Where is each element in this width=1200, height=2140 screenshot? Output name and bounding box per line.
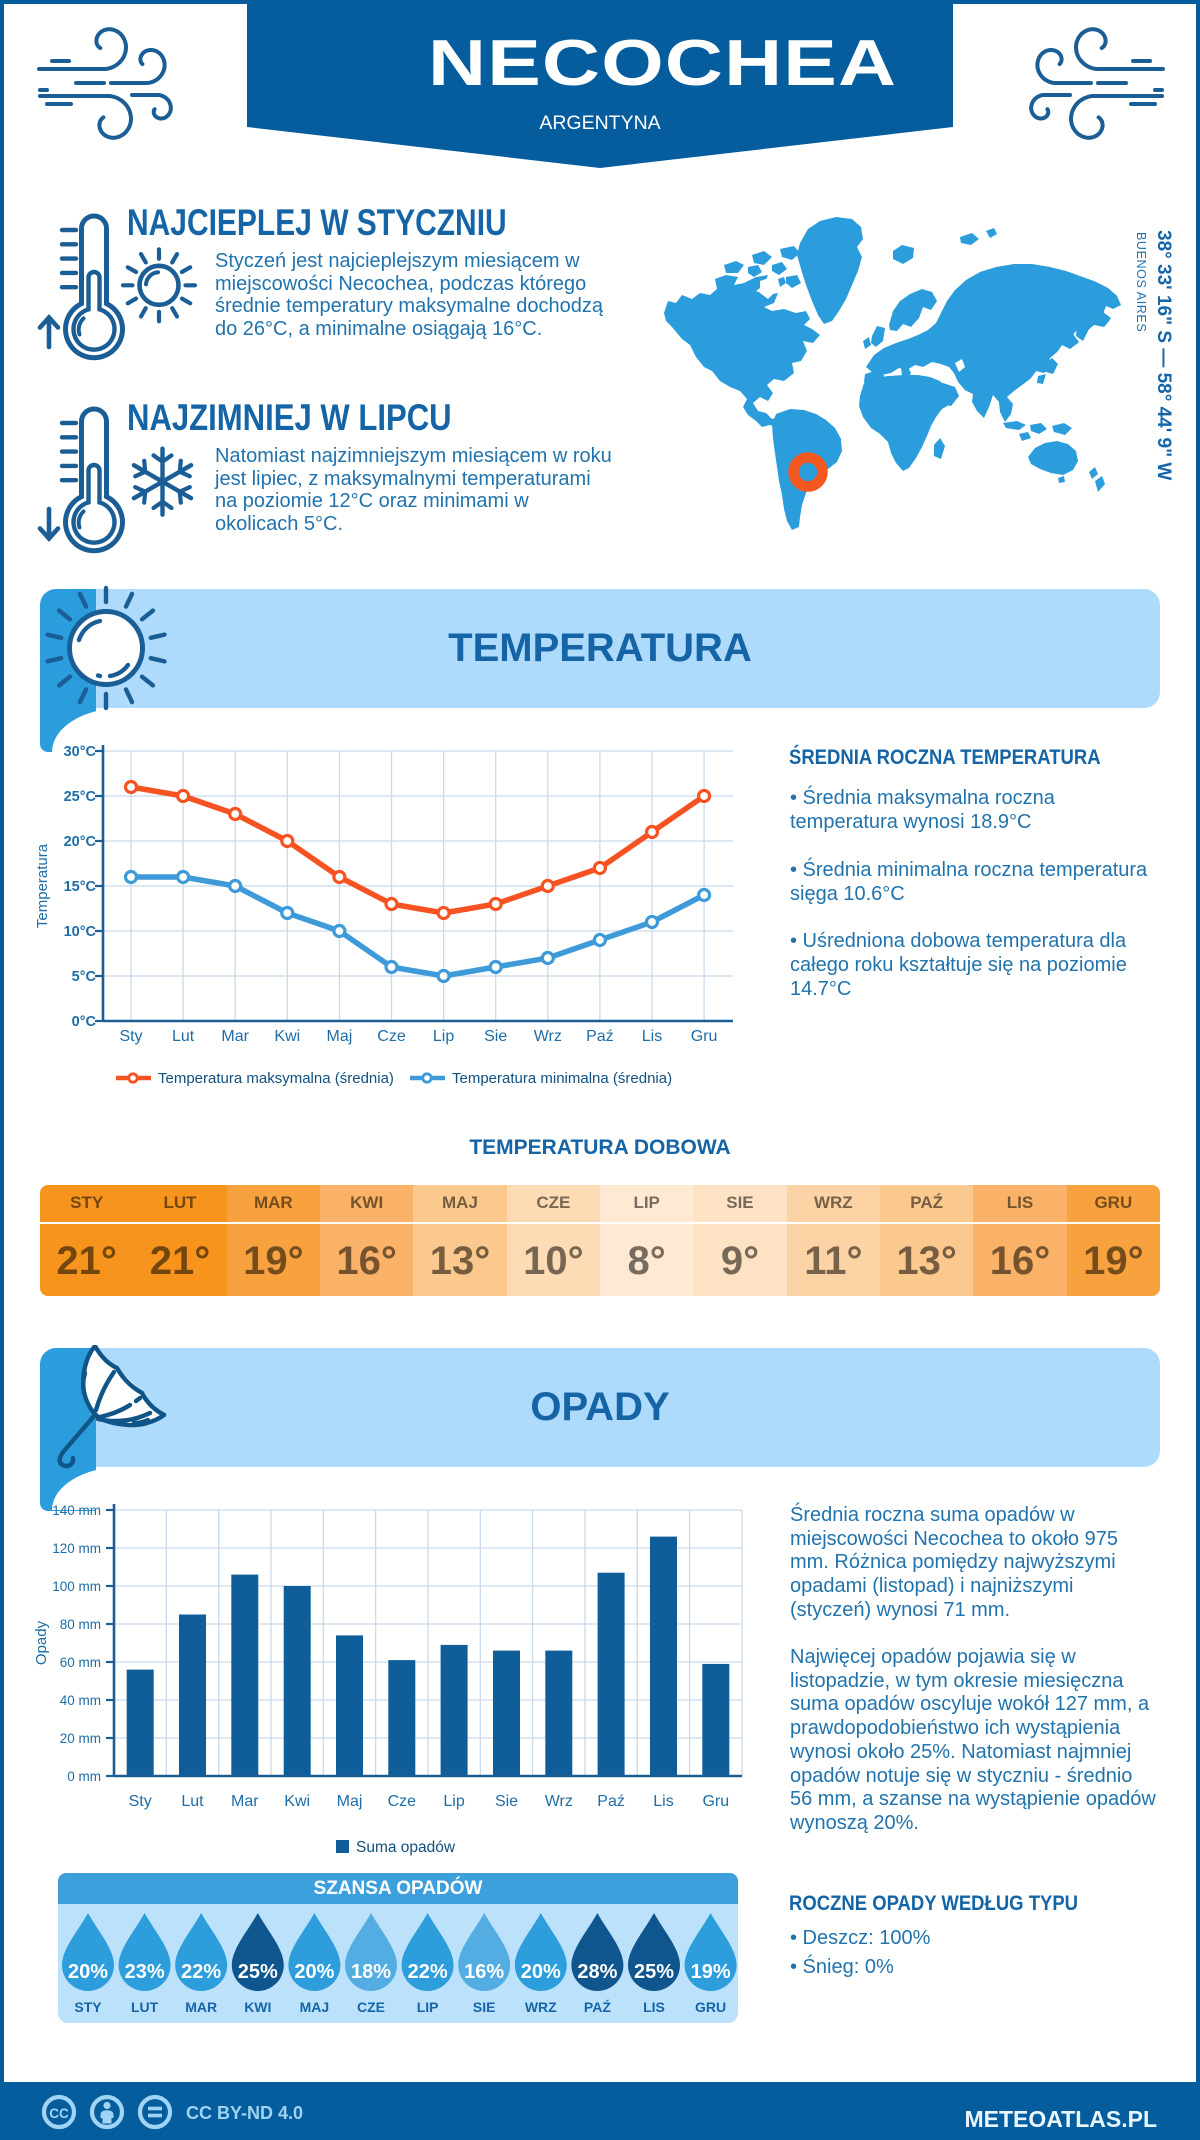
- svg-text:15°C: 15°C: [64, 879, 97, 895]
- svg-text:Lis: Lis: [653, 1793, 673, 1810]
- svg-text:Maj: Maj: [337, 1793, 363, 1810]
- svg-text:LIS: LIS: [643, 1999, 665, 2015]
- svg-text:Mar: Mar: [231, 1793, 259, 1810]
- svg-text:120 mm: 120 mm: [52, 1541, 101, 1556]
- svg-text:60 mm: 60 mm: [60, 1655, 101, 1670]
- svg-text:Wrz: Wrz: [534, 1028, 562, 1045]
- svg-text:25°C: 25°C: [64, 789, 97, 805]
- svg-text:Cze: Cze: [388, 1793, 417, 1810]
- svg-text:MAR: MAR: [185, 1999, 217, 2015]
- svg-text:20°C: 20°C: [64, 834, 97, 850]
- svg-text:Mar: Mar: [221, 1028, 249, 1045]
- svg-text:STY: STY: [74, 1999, 102, 2015]
- svg-text:Suma opadów: Suma opadów: [356, 1839, 456, 1856]
- svg-text:Kwi: Kwi: [284, 1793, 310, 1810]
- svg-text:5°C: 5°C: [72, 969, 97, 985]
- svg-text:LUT: LUT: [131, 1999, 159, 2015]
- svg-text:23%: 23%: [125, 1961, 165, 1983]
- svg-text:CZE: CZE: [357, 1999, 385, 2015]
- svg-text:20%: 20%: [521, 1961, 561, 1983]
- svg-text:MAJ: MAJ: [300, 1999, 330, 2015]
- svg-text:Gru: Gru: [691, 1028, 718, 1045]
- svg-text:25%: 25%: [238, 1961, 278, 1983]
- svg-text:Opady: Opady: [33, 1620, 50, 1665]
- svg-text:PAŹ: PAŹ: [584, 1999, 611, 2015]
- svg-text:25%: 25%: [634, 1961, 674, 1983]
- svg-text:22%: 22%: [408, 1961, 448, 1983]
- svg-text:Maj: Maj: [327, 1028, 353, 1045]
- svg-text:20%: 20%: [294, 1961, 334, 1983]
- svg-text:Paź: Paź: [597, 1793, 625, 1810]
- svg-text:100 mm: 100 mm: [52, 1579, 101, 1594]
- svg-text:Temperatura: Temperatura: [34, 843, 51, 928]
- svg-text:Lip: Lip: [433, 1028, 454, 1045]
- svg-text:WRZ: WRZ: [525, 1999, 557, 2015]
- svg-text:Kwi: Kwi: [274, 1028, 300, 1045]
- svg-text:CC: CC: [49, 2106, 69, 2121]
- svg-text:SIE: SIE: [473, 1999, 496, 2015]
- svg-text:Sie: Sie: [484, 1028, 507, 1045]
- svg-text:GRU: GRU: [695, 1999, 726, 2015]
- svg-text:30°C: 30°C: [64, 744, 97, 760]
- svg-text:22%: 22%: [181, 1961, 221, 1983]
- svg-text:Sty: Sty: [129, 1793, 152, 1810]
- svg-text:Temperatura maksymalna (średni: Temperatura maksymalna (średnia): [158, 1070, 394, 1087]
- svg-text:18%: 18%: [351, 1961, 391, 1983]
- svg-text:19%: 19%: [691, 1961, 731, 1983]
- svg-text:16%: 16%: [464, 1961, 504, 1983]
- svg-text:Cze: Cze: [377, 1028, 406, 1045]
- svg-text:Sty: Sty: [119, 1028, 142, 1045]
- svg-text:Lut: Lut: [181, 1793, 204, 1810]
- svg-text:0 mm: 0 mm: [67, 1769, 101, 1784]
- svg-text:KWI: KWI: [244, 1999, 271, 2015]
- svg-text:LIP: LIP: [417, 1999, 439, 2015]
- svg-text:28%: 28%: [577, 1961, 617, 1983]
- svg-text:0°C: 0°C: [72, 1014, 97, 1030]
- svg-text:Sie: Sie: [495, 1793, 518, 1810]
- svg-text:20 mm: 20 mm: [60, 1731, 101, 1746]
- svg-text:20%: 20%: [68, 1961, 108, 1983]
- svg-text:10°C: 10°C: [64, 924, 97, 940]
- svg-text:Gru: Gru: [702, 1793, 729, 1810]
- svg-text:40 mm: 40 mm: [60, 1693, 101, 1708]
- svg-text:Temperatura minimalna (średnia: Temperatura minimalna (średnia): [452, 1070, 672, 1087]
- svg-text:Paź: Paź: [586, 1028, 614, 1045]
- svg-text:Lis: Lis: [642, 1028, 662, 1045]
- svg-text:140 mm: 140 mm: [52, 1503, 101, 1518]
- svg-text:80 mm: 80 mm: [60, 1617, 101, 1632]
- svg-text:Lip: Lip: [443, 1793, 464, 1810]
- svg-text:Wrz: Wrz: [545, 1793, 573, 1810]
- svg-text:Lut: Lut: [172, 1028, 195, 1045]
